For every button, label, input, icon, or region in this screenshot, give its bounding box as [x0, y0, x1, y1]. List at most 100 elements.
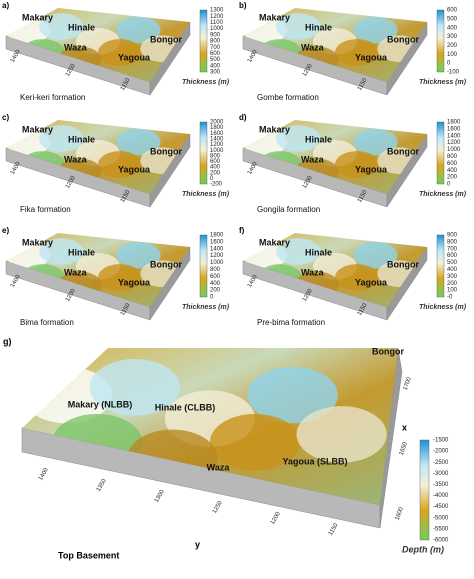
- place-label: Bongor: [387, 34, 419, 44]
- colorbar: [436, 9, 445, 73]
- colorbar-tick: 1400: [210, 246, 224, 252]
- colorbar-tick: 800: [210, 267, 221, 273]
- colorbar-tick: 1100: [210, 20, 224, 26]
- formation-name: Pre-bima formation: [257, 318, 325, 327]
- colorbar-tick: 300: [447, 34, 458, 40]
- relief: [276, 125, 321, 152]
- colorbar-title: Thickness (m): [419, 191, 467, 198]
- axis-tick: 1150: [120, 189, 132, 204]
- relief: [276, 13, 321, 40]
- colorbar-tick: 1600: [447, 126, 461, 132]
- y-tick: 1250: [212, 500, 224, 515]
- formation-name: Keri-keri formation: [20, 93, 85, 102]
- relief: [276, 238, 321, 265]
- slab-side: [149, 246, 191, 321]
- colorbar-tick: 200: [210, 288, 221, 294]
- colorbar-title: Thickness (m): [182, 79, 230, 86]
- colorbar-tick: -0: [447, 295, 453, 301]
- place-label: Bongor: [150, 34, 182, 44]
- panel-letter: d): [239, 113, 247, 122]
- panel-letter: b): [239, 1, 247, 10]
- colorbar-tick: 0: [210, 295, 214, 301]
- formation-name: Top Basement: [58, 550, 119, 560]
- place-label: Makary: [259, 124, 290, 134]
- relief: [335, 151, 380, 178]
- relief: [116, 16, 161, 44]
- panel-letter: c): [2, 113, 9, 122]
- place-label: Yagoua: [118, 164, 151, 174]
- colorbar-tick: 800: [210, 153, 221, 159]
- colorbar-tick: 100: [447, 52, 458, 58]
- colorbar-tick: -1500: [433, 438, 449, 444]
- formation-name: Gombe formation: [257, 93, 319, 102]
- relief: [247, 366, 338, 424]
- colorbar-tick: 400: [447, 168, 458, 174]
- colorbar-tick: 500: [210, 57, 221, 63]
- colorbar-tick: 1800: [210, 233, 224, 239]
- colorbar-tick: 1200: [210, 253, 224, 259]
- colorbar-tick: 800: [210, 39, 221, 45]
- relief: [353, 16, 398, 44]
- colorbar-tick: 1400: [210, 136, 224, 142]
- colorbar-tick: 200: [447, 175, 458, 181]
- colorbar-tick: 1200: [210, 142, 224, 148]
- slab-side: [149, 133, 191, 208]
- colorbar-tick: 2000: [210, 120, 224, 126]
- panel-letter: f): [239, 226, 245, 235]
- colorbar-tick: 700: [210, 45, 221, 51]
- colorbar-tick: 400: [210, 63, 221, 69]
- colorbar-tick: -200: [210, 182, 223, 188]
- relief: [335, 39, 380, 66]
- formation-name: Bima formation: [20, 318, 74, 327]
- colorbar-tick: 600: [210, 51, 221, 57]
- colorbar-tick: 400: [447, 267, 458, 273]
- colorbar-tick: 400: [210, 281, 221, 287]
- axis-tick: 1150: [357, 302, 369, 317]
- colorbar-tick: 1300: [210, 8, 224, 14]
- place-label: Waza: [207, 462, 231, 472]
- colorbar: [199, 121, 208, 185]
- relief: [39, 125, 84, 152]
- place-label: Yagoua: [355, 52, 388, 62]
- x-label: x: [402, 422, 407, 432]
- panel-letter: e): [2, 226, 9, 235]
- place-label: Hinale: [68, 134, 95, 144]
- colorbar: [436, 121, 445, 185]
- y-tick: 1350: [96, 478, 108, 493]
- y-tick: 1200: [270, 511, 282, 526]
- colorbar-tick: -5000: [433, 515, 449, 521]
- colorbar-tick: 200: [210, 170, 221, 176]
- colorbar-tick: 100: [447, 288, 458, 294]
- x-tick: 1600: [395, 506, 405, 521]
- formation-name: Fika formation: [20, 205, 71, 214]
- colorbar-tick: 1600: [210, 239, 224, 245]
- colorbar: [419, 439, 430, 541]
- colorbar: [199, 9, 208, 73]
- colorbar-tick: 300: [447, 274, 458, 280]
- colorbar-tick: 1200: [210, 14, 224, 20]
- place-label: Yagoua: [118, 277, 151, 287]
- colorbar-tick: 900: [210, 32, 221, 38]
- colorbar-title: Thickness (m): [182, 191, 230, 198]
- colorbar-tick: 1800: [210, 125, 224, 131]
- relief: [210, 413, 301, 471]
- colorbar-tick: -2000: [433, 449, 449, 455]
- relief: [89, 358, 180, 416]
- colorbar-tick: 1000: [210, 260, 224, 266]
- relief: [39, 238, 84, 265]
- colorbar-tick: -4500: [433, 504, 449, 510]
- colorbar-tick: -4000: [433, 493, 449, 499]
- x-tick: 1650: [399, 441, 409, 456]
- colorbar-title: Thickness (m): [419, 304, 467, 311]
- place-label: Bongor: [150, 146, 182, 156]
- relief: [116, 241, 161, 269]
- place-label: Yagoua: [118, 52, 151, 62]
- place-label: Makary: [259, 12, 290, 22]
- place-label: Hinale: [68, 22, 95, 32]
- place-label: Bongor: [150, 259, 182, 269]
- place-label: Waza: [301, 267, 325, 277]
- axis-tick: 1150: [357, 189, 369, 204]
- axis-tick: 1150: [357, 77, 369, 92]
- colorbar-tick: 600: [447, 8, 458, 14]
- place-label: Hinale: [305, 22, 332, 32]
